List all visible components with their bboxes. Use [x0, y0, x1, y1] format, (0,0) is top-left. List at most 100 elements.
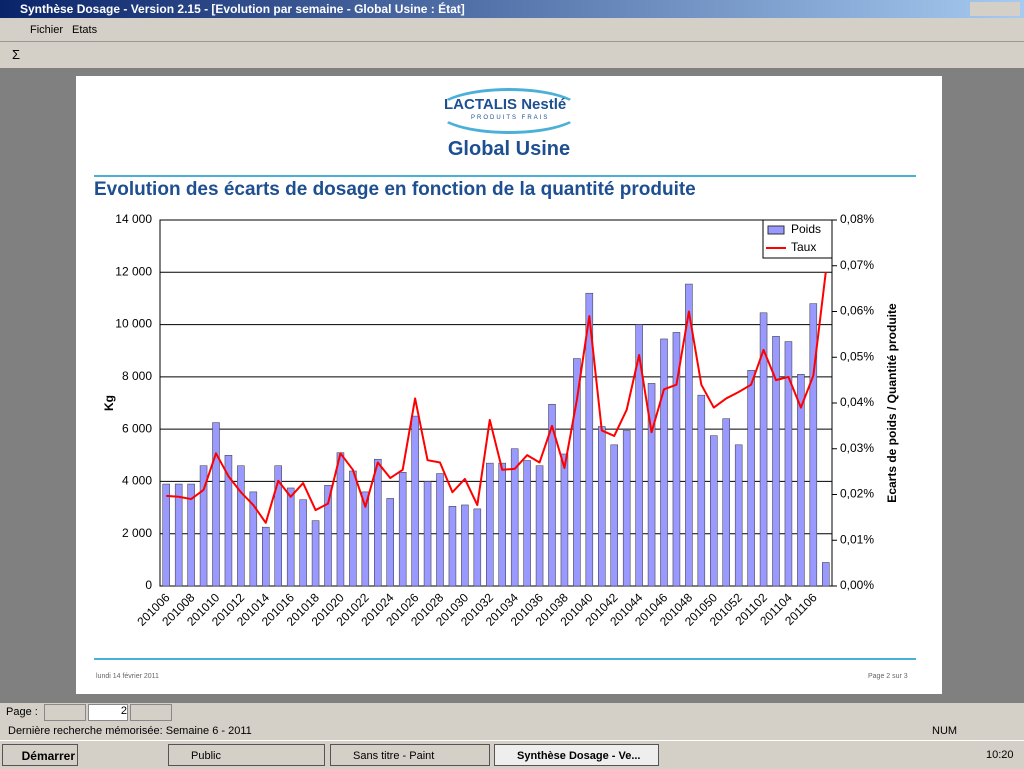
line — [166, 272, 827, 524]
bar — [610, 444, 618, 587]
bar — [747, 370, 755, 587]
bar — [162, 483, 170, 587]
bar — [672, 332, 681, 587]
y2-tick-label: 0,06% — [840, 304, 874, 318]
bar — [635, 324, 643, 587]
plot-frame — [159, 219, 833, 587]
task-label: Sans titre - Paint — [353, 750, 435, 762]
bar — [697, 394, 706, 587]
task-button[interactable]: Sans titre - Paint — [330, 744, 490, 766]
y2-tick-label: 0,01% — [840, 532, 874, 546]
title-bar: Synthèse Dosage - Version 2.15 - [Evolut… — [0, 0, 1024, 18]
bar — [349, 470, 357, 587]
bar — [535, 465, 544, 587]
bar — [560, 453, 569, 587]
bar — [809, 303, 818, 587]
bar — [722, 418, 730, 587]
bar — [486, 462, 494, 587]
bar — [286, 487, 295, 587]
y2-tick-label: 0,07% — [840, 258, 874, 272]
bar — [448, 506, 457, 587]
start-label: Démarrer — [21, 749, 75, 763]
bar — [647, 383, 656, 587]
page-label: Page : — [6, 706, 38, 718]
y-tick-label: 6 000 — [122, 421, 152, 435]
bar — [299, 499, 307, 587]
taskbar: Démarrer Public Sans titre - Paint Synth… — [0, 740, 1024, 769]
y-tick-label: 0 — [145, 578, 152, 592]
bar — [523, 460, 531, 587]
bar — [199, 465, 208, 587]
bar — [797, 373, 805, 587]
y-tick-label: 4 000 — [122, 474, 152, 488]
y2-axis-label: Ecarts de poids / Quantité produite — [885, 303, 899, 503]
bar — [311, 520, 320, 587]
y-tick-label: 2 000 — [122, 526, 152, 540]
page-input[interactable]: 2 — [88, 704, 128, 721]
bar — [249, 491, 258, 587]
page-value: 2 — [120, 705, 127, 717]
sum-button[interactable]: Σ — [12, 47, 21, 62]
bar — [436, 473, 444, 587]
bar — [262, 526, 270, 587]
bar — [685, 283, 693, 587]
bar — [784, 341, 793, 587]
status-text: Dernière recherche mémorisée: Semaine 6 … — [8, 725, 252, 737]
window-buttons[interactable] — [970, 2, 1020, 16]
bar — [274, 465, 282, 587]
logo-sub: PRODUITS FRAIS — [471, 115, 550, 121]
task-label: Synthèse Dosage - Ve... — [517, 750, 641, 762]
bar — [423, 481, 432, 587]
bar — [498, 462, 506, 587]
nav-prev[interactable] — [44, 704, 86, 721]
bar — [212, 422, 220, 587]
report-title: Global Usine — [447, 138, 571, 160]
logo-swoosh — [436, 88, 582, 134]
bar — [224, 455, 233, 587]
y-axis-label: Kg — [102, 395, 116, 411]
num-indicator: NUM — [932, 725, 958, 737]
menu-item[interactable]: Fichier — [30, 24, 64, 36]
task-label: Public — [191, 750, 221, 762]
bar — [187, 483, 195, 587]
bar — [398, 472, 407, 587]
chart-title: Evolution des écarts de dosage en foncti… — [94, 179, 696, 200]
y2-tick-label: 0,03% — [840, 441, 874, 455]
legend-swatch — [767, 225, 785, 235]
toolbar: Σ — [0, 42, 1024, 68]
y2-tick-label: 0,04% — [840, 395, 874, 409]
bar — [734, 444, 743, 587]
rule — [94, 658, 916, 660]
bar — [573, 358, 581, 587]
bar — [660, 338, 668, 587]
y-tick-label: 10 000 — [115, 317, 152, 331]
legend-label: Taux — [791, 240, 816, 254]
clock: 10:20 — [986, 749, 1014, 761]
start-button[interactable]: Démarrer — [2, 744, 78, 766]
menu-bar: Fichier Etats — [0, 19, 1024, 42]
y-tick-label: 14 000 — [115, 212, 152, 226]
task-button[interactable]: Synthèse Dosage - Ve... — [494, 744, 659, 766]
window-title: Synthèse Dosage - Version 2.15 - [Evolut… — [20, 2, 465, 16]
bar — [548, 404, 556, 587]
chart: Evolution des écarts de dosage en foncti… — [94, 179, 899, 629]
legend-label: Poids — [791, 222, 821, 236]
rule — [94, 175, 916, 177]
menu-item[interactable]: Etats — [72, 24, 98, 36]
bar — [461, 504, 469, 587]
bar — [759, 312, 768, 587]
y2-tick-label: 0,02% — [840, 487, 874, 501]
bar — [598, 426, 606, 587]
task-button[interactable]: Public — [168, 744, 325, 766]
bar — [374, 458, 382, 587]
bar — [473, 508, 482, 587]
bar — [336, 452, 345, 587]
bar — [386, 498, 394, 587]
y-tick-label: 8 000 — [122, 369, 152, 383]
bar — [324, 485, 332, 587]
bar — [411, 415, 419, 587]
nav-next[interactable] — [130, 704, 172, 721]
y2-tick-label: 0,08% — [840, 212, 874, 226]
footer-date: lundi 14 février 2011 — [96, 673, 159, 680]
